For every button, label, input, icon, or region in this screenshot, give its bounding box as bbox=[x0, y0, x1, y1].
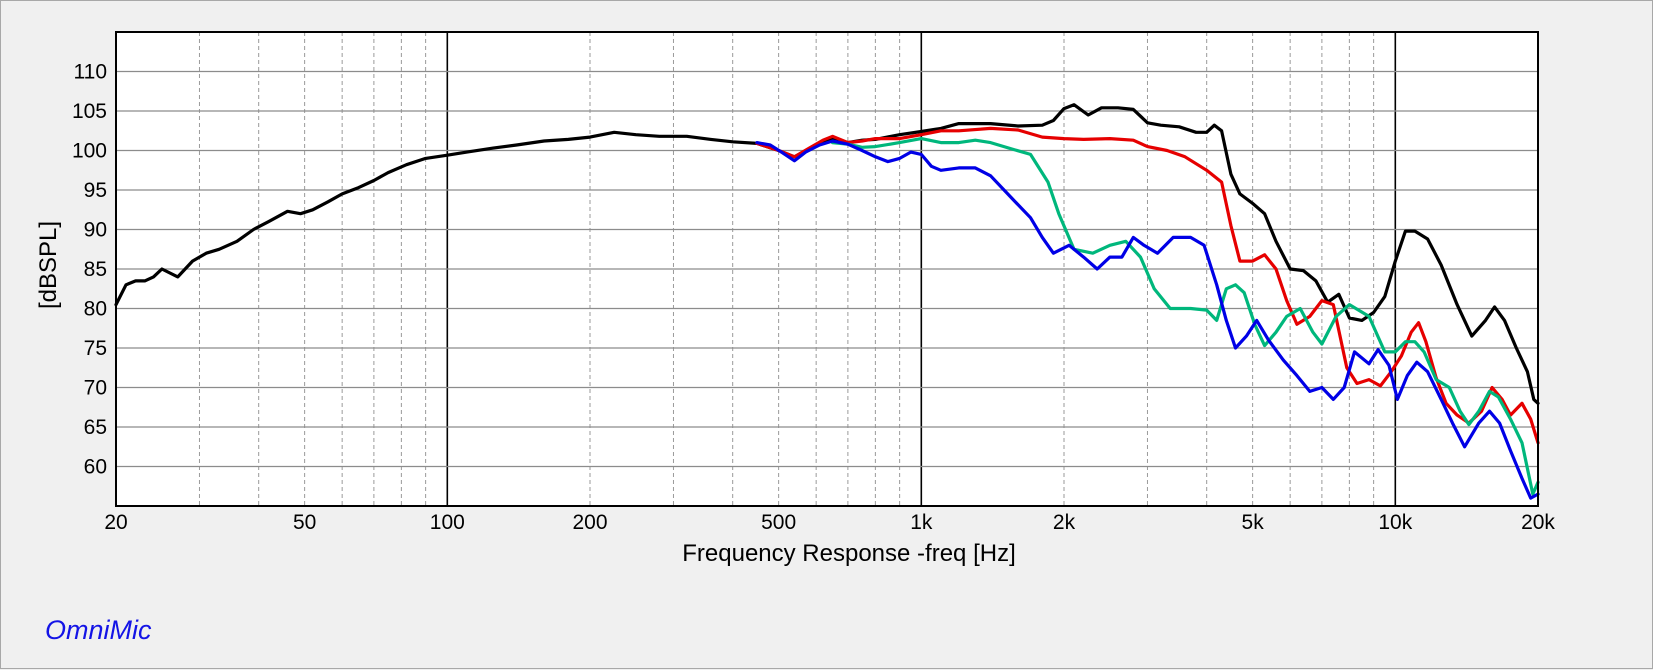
y-tick-label: 75 bbox=[84, 337, 107, 360]
y-axis-label: [dBSPL] bbox=[35, 221, 62, 309]
x-tick-label: 5k bbox=[1242, 511, 1265, 534]
x-tick-label: 20 bbox=[104, 511, 127, 534]
series-group bbox=[114, 103, 1540, 500]
series-line-3 bbox=[831, 137, 1540, 496]
y-tick-label: 100 bbox=[72, 140, 107, 163]
y-tick-label: 90 bbox=[84, 219, 107, 242]
y-tick-label: 110 bbox=[74, 61, 107, 84]
x-tick-label: 1k bbox=[910, 511, 933, 534]
x-tick-label: 200 bbox=[572, 511, 607, 534]
y-tick-label: 105 bbox=[72, 100, 107, 123]
x-tick-label: 100 bbox=[430, 511, 465, 534]
y-tick-labels: 60 65 70 75 80 85 90 95 100 105 110 bbox=[72, 61, 107, 479]
x-tick-label: 2k bbox=[1053, 511, 1076, 534]
x-tick-labels: 20 50 100 200 500 1k 2k 5k 10k 20k bbox=[104, 511, 1555, 534]
y-tick-label: 70 bbox=[84, 377, 107, 400]
brand-label: OmniMic bbox=[45, 615, 152, 645]
x-tick-label: 20k bbox=[1521, 511, 1555, 534]
series-line-4 bbox=[755, 139, 1540, 500]
plot-border bbox=[115, 31, 1539, 507]
x-axis-label: Frequency Response -freq [Hz] bbox=[682, 540, 1015, 567]
y-tick-label: 85 bbox=[84, 258, 107, 281]
y-tick-label: 80 bbox=[84, 298, 107, 321]
x-tick-label: 500 bbox=[761, 511, 796, 534]
x-tick-label: 50 bbox=[293, 511, 316, 534]
y-tick-label: 95 bbox=[84, 179, 107, 202]
y-tick-label: 65 bbox=[84, 416, 107, 439]
x-tick-label: 10k bbox=[1378, 511, 1412, 534]
y-tick-label: 60 bbox=[84, 456, 107, 479]
series-line-2 bbox=[755, 126, 1540, 445]
